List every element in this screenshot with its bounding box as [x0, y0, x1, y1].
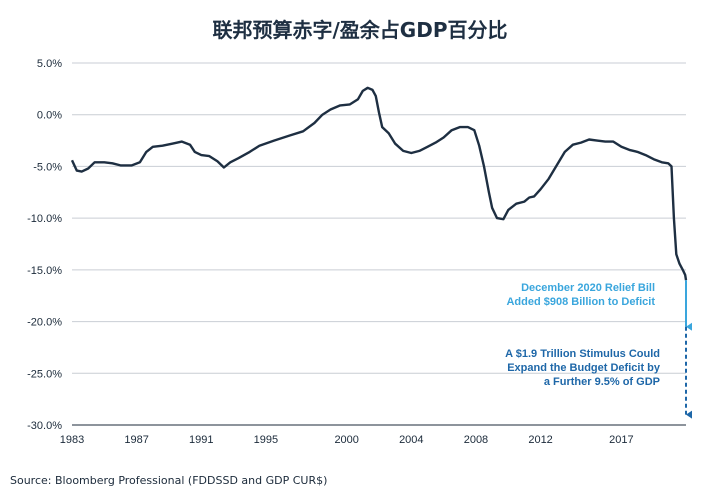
relief-bill-annotation: December 2020 Relief Bill — [521, 282, 655, 294]
x-tick-label: 2004 — [399, 434, 423, 446]
y-tick-label: -15.0% — [27, 265, 62, 277]
source-note: Source: Bloomberg Professional (FDDSSD a… — [10, 474, 328, 487]
x-tick-label: 1987 — [124, 434, 148, 446]
stimulus-annotation: a Further 9.5% of GDP — [544, 376, 660, 388]
chart-title: 联邦预算赤字/盈余占GDP百分比 — [212, 18, 508, 42]
x-tick-label: 1995 — [254, 434, 278, 446]
y-tick-label: -30.0% — [27, 420, 62, 432]
y-tick-label: 0.0% — [37, 110, 62, 122]
relief-bill-annotation: Added $908 Billion to Deficit — [506, 296, 655, 308]
y-tick-label: 5.0% — [37, 58, 62, 70]
x-tick-label: 2008 — [464, 434, 488, 446]
x-tick-label: 2000 — [334, 434, 358, 446]
x-tick-label: 1983 — [60, 434, 84, 446]
y-tick-label: -20.0% — [27, 317, 62, 329]
x-tick-label: 2012 — [528, 434, 552, 446]
stimulus-annotation: Expand the Budget Deficit by — [507, 362, 661, 374]
x-tick-label: 1991 — [189, 434, 213, 446]
stimulus-annotation: A $1.9 Trillion Stimulus Could — [505, 348, 660, 360]
y-tick-label: -5.0% — [33, 161, 62, 173]
series-line-deficit — [70, 86, 688, 281]
y-tick-label: -25.0% — [27, 368, 62, 380]
x-tick-label: 2017 — [609, 434, 633, 446]
y-tick-label: -10.0% — [27, 213, 62, 225]
